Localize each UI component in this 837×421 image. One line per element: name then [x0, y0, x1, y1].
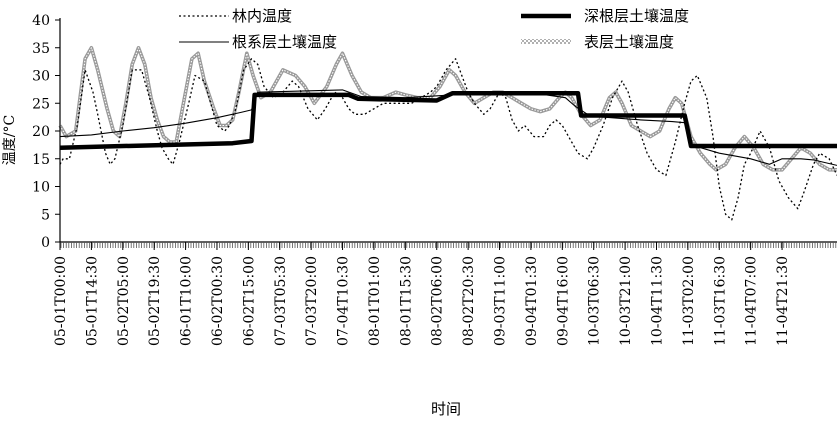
x-tick-label: 09-04T16:00	[555, 256, 571, 346]
y-tick-label: 25	[32, 96, 50, 112]
x-axis-title: 时间	[431, 400, 461, 418]
y-tick-label: 20	[32, 124, 50, 140]
x-tick-label: 11-03T02:00	[681, 256, 697, 346]
legend-item-deep: 深根层土壤温度	[521, 7, 689, 25]
x-tick-label: 06-02T15:00	[241, 256, 257, 346]
legend-label-forest: 林内温度	[232, 7, 292, 25]
x-tick-label: 06-01T10:00	[179, 256, 195, 346]
x-tick-label: 10-03T21:00	[618, 256, 634, 346]
x-tick-label: 10-04T11:30	[650, 256, 666, 346]
x-tick-label: 05-02T05:00	[116, 256, 132, 346]
x-minor-tick-band	[60, 242, 837, 248]
x-tick-label: 05-01T00:00	[53, 256, 69, 346]
y-tick-label: 40	[32, 13, 50, 29]
x-tick-label: 07-03T20:00	[304, 256, 320, 346]
legend-item-surface: 表层土壤温度	[521, 33, 674, 51]
legend-item-forest: 林内温度	[179, 7, 292, 25]
series-path-thick	[59, 91, 837, 150]
series-line-hatched	[58, 45, 837, 172]
y-tick-label: 5	[41, 207, 50, 223]
plot-area	[58, 45, 837, 221]
legend-swatch-surface	[521, 39, 571, 44]
series-line-thick	[59, 91, 837, 150]
x-tick-label: 06-02T00:30	[210, 256, 226, 346]
legend-label-root: 根系层土壤温度	[232, 33, 337, 51]
series-path-hatched-inner	[59, 47, 837, 171]
x-tick-label: 08-02T06:00	[430, 256, 446, 346]
legend-item-root: 根系层土壤温度	[179, 33, 337, 51]
x-axis: 05-01T00:00 05-01T14:30 05-02T05:00 05-02T1…	[53, 241, 837, 346]
x-tick-label: 08-01T15:30	[398, 256, 414, 346]
series-line-dotted	[59, 58, 837, 221]
y-tick-label: 15	[32, 152, 50, 168]
series-path-dotted	[59, 58, 837, 221]
legend-label-deep: 深根层土壤温度	[584, 7, 689, 25]
x-tick-label: 08-02T20:30	[461, 256, 477, 346]
series-line-thin	[59, 89, 837, 166]
legend-label-surface: 表层土壤温度	[584, 33, 674, 51]
x-tick-label: 11-04T07:00	[744, 256, 760, 346]
y-axis: 0 5 10 15 20 25 30 35 40	[32, 13, 61, 251]
x-tick-label: 07-03T05:30	[273, 256, 289, 346]
x-tick-label: 11-04T21:30	[775, 256, 791, 346]
x-tick-label: 05-02T19:30	[147, 256, 163, 346]
x-tick-label: 07-04T10:30	[336, 256, 352, 346]
y-tick-label: 30	[32, 69, 50, 85]
x-tick-label: 09-03T11:00	[493, 256, 509, 346]
x-tick-label: 11-03T16:30	[712, 256, 728, 346]
legend: 林内温度 深根层土壤温度 根系层土壤温度 表层土壤温度	[179, 7, 689, 51]
y-tick-label: 0	[41, 235, 50, 251]
series-path-thin	[59, 89, 837, 166]
series-path-hatched	[58, 45, 837, 172]
x-tick-label: 09-04T01:30	[524, 256, 540, 346]
x-tick-label: 05-01T14:30	[84, 256, 100, 346]
x-tick-label: 08-01T01:00	[367, 256, 383, 346]
x-tick-label: 10-03T06:30	[587, 256, 603, 346]
y-axis-title: 温度/°C	[2, 115, 18, 165]
y-tick-label: 35	[32, 41, 50, 57]
y-tick-label: 10	[32, 180, 50, 196]
